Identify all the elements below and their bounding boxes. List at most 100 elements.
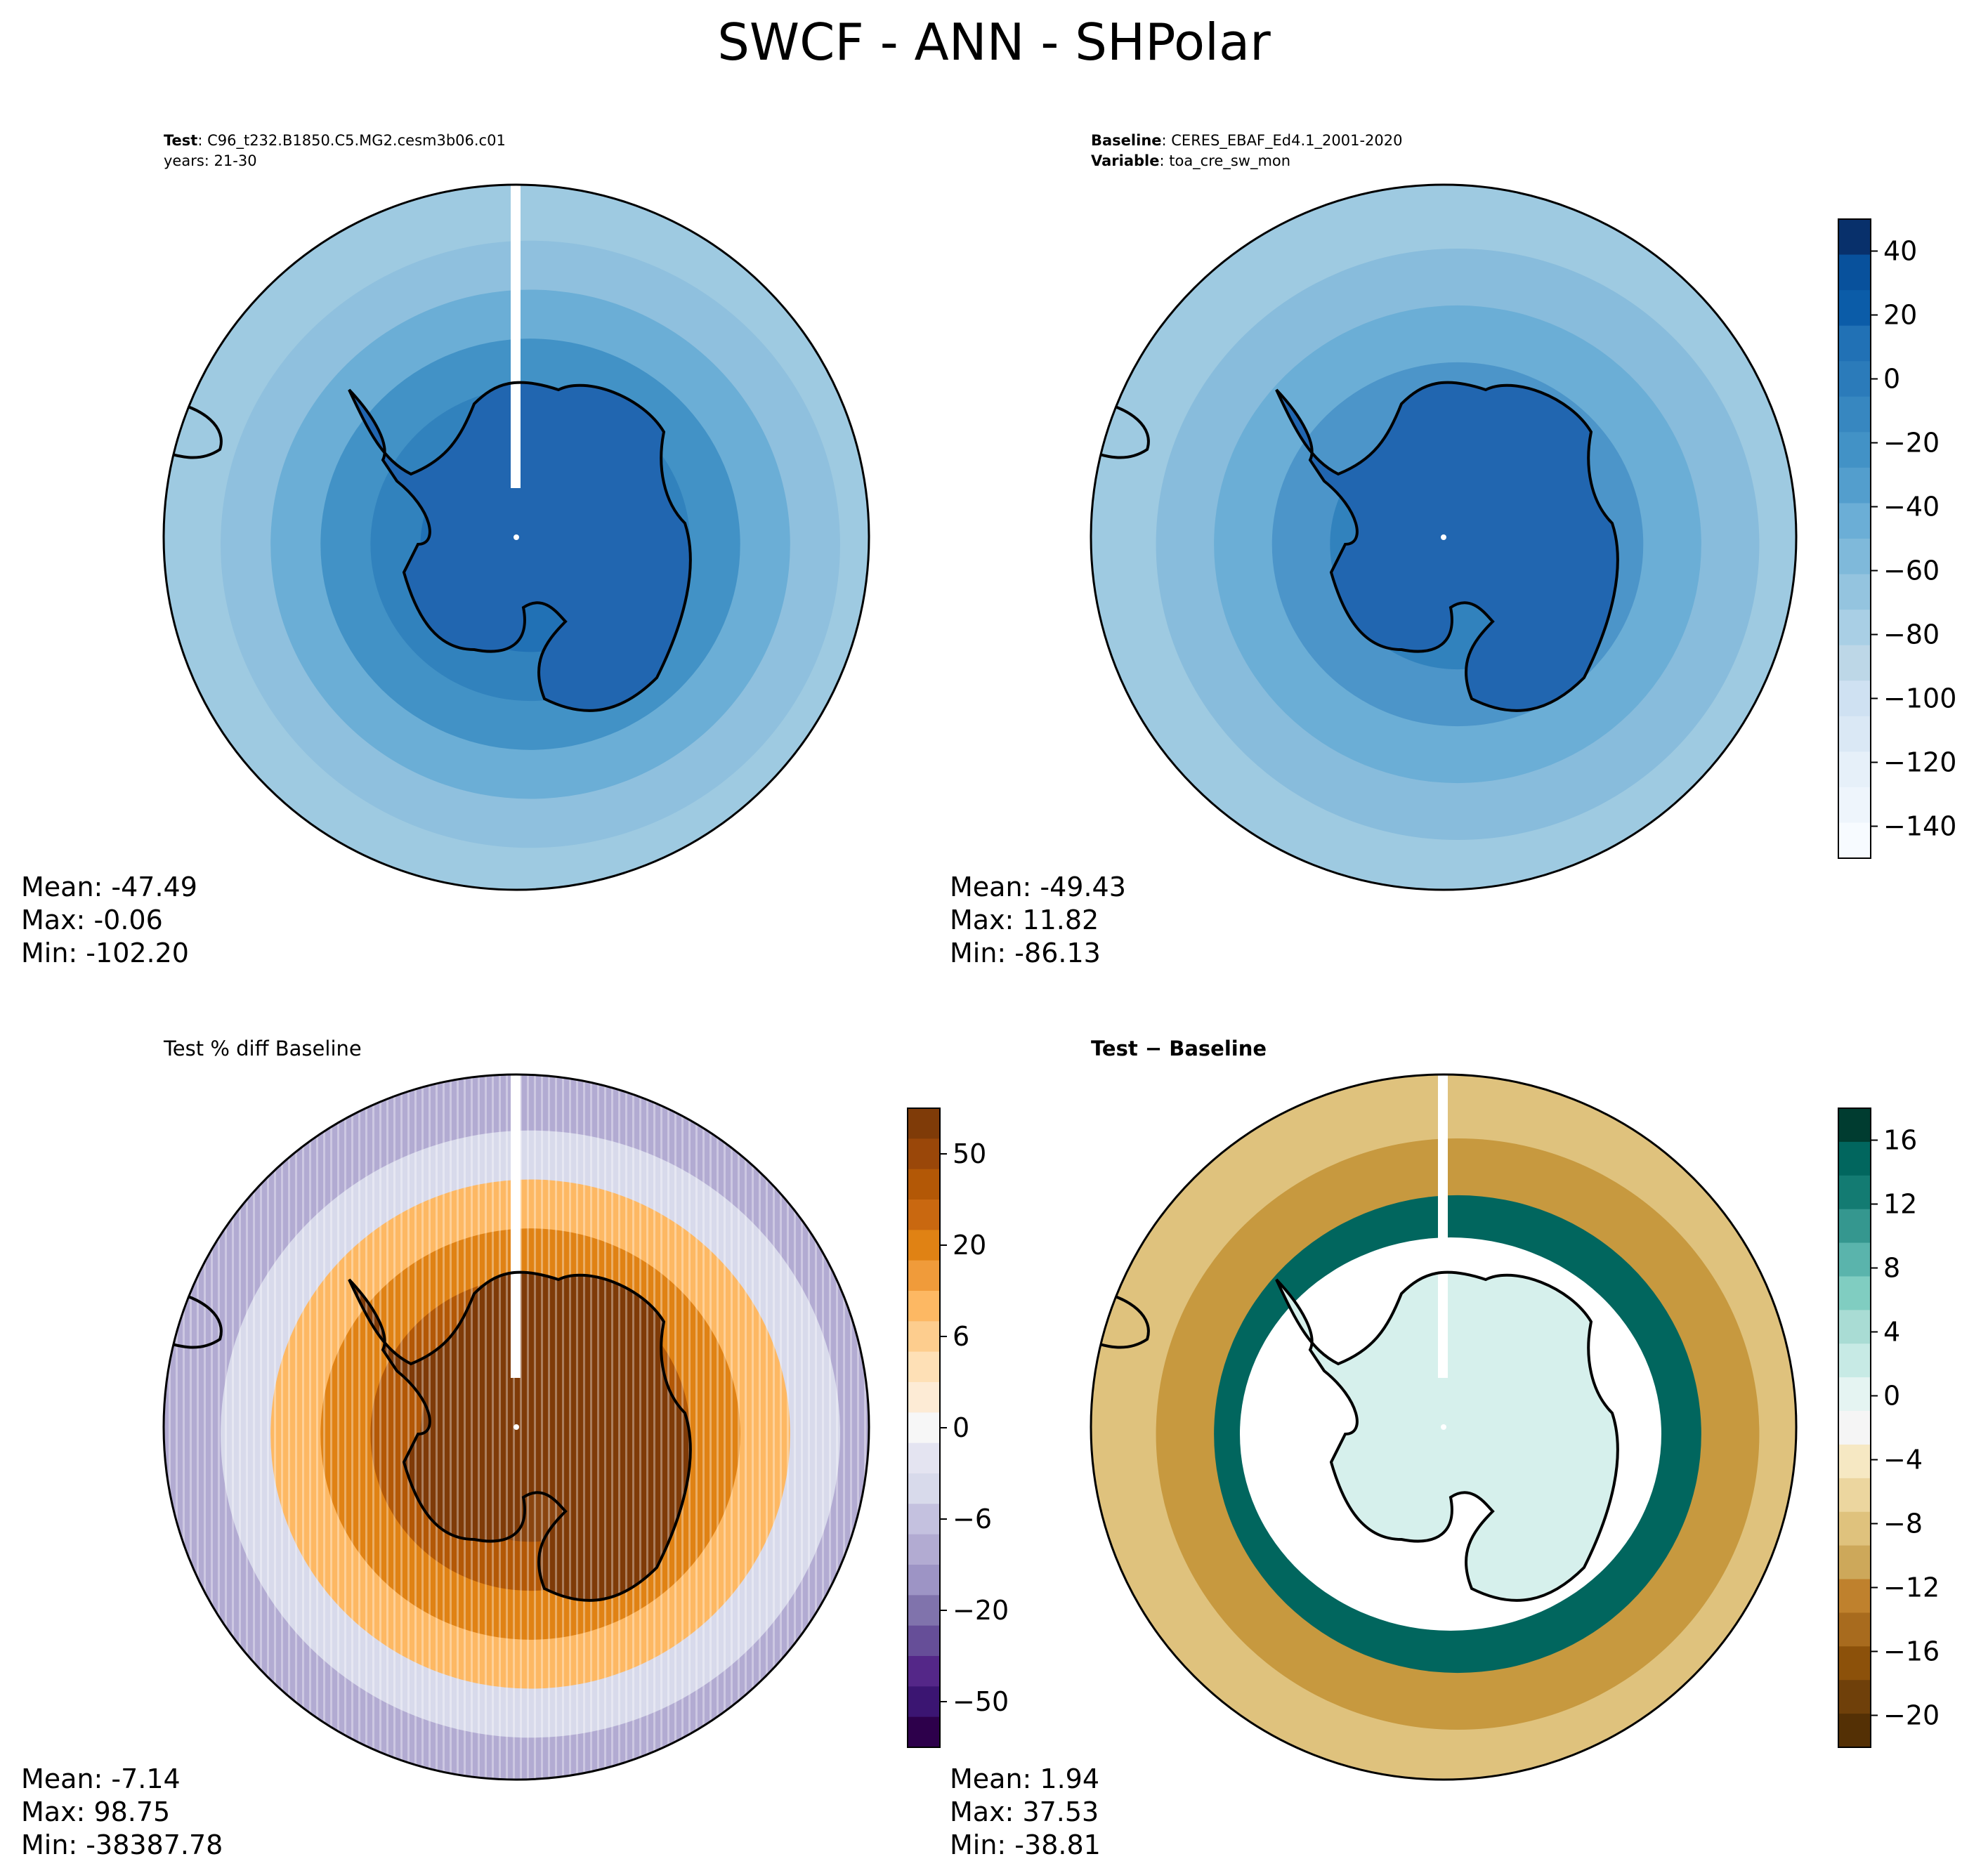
diff-colorbar-tick-label: 16 xyxy=(1883,1125,1917,1156)
pctdiff-colorbar-tick-label: 50 xyxy=(953,1138,986,1169)
baseline-map-outline xyxy=(1090,183,1798,891)
pctdiff-colorbar-segment xyxy=(908,1412,940,1444)
pctdiff-colorbar-tick-label: 20 xyxy=(953,1230,986,1261)
diff-mean: Mean: 1.94 xyxy=(950,1763,1100,1794)
swcf-colorbar-tick-label: −20 xyxy=(1883,428,1940,459)
diff-colorbar-segment xyxy=(1838,1579,1871,1613)
test-subtitle: Test: C96_t232.B1850.C5.MG2.cesm3b06.c01… xyxy=(164,131,506,171)
pctdiff-colorbar-segment xyxy=(908,1625,940,1657)
baseline-label-bold: Baseline xyxy=(1091,132,1162,149)
swcf-colorbar-segment xyxy=(1838,787,1871,823)
baseline-variable-text: : toa_cre_sw_mon xyxy=(1159,152,1291,169)
test-mean: Mean: -47.49 xyxy=(21,872,197,902)
pctdiff-colorbar-segment xyxy=(908,1230,940,1261)
diff-colorbar-segment xyxy=(1838,1108,1871,1143)
pctdiff-map xyxy=(164,1074,869,1780)
pctdiff-colorbar-segment xyxy=(908,1351,940,1383)
test-map-missing-strip xyxy=(511,185,521,488)
pctdiff-mean: Mean: -7.14 xyxy=(21,1763,181,1794)
baseline-stats: Mean: -49.43 Max: 11.82 Min: -86.13 xyxy=(950,871,1126,970)
test-years: years: 21-30 xyxy=(164,152,257,169)
baseline-min: Min: -86.13 xyxy=(950,938,1101,968)
swcf-colorbar-tick-label: 40 xyxy=(1883,236,1917,267)
pctdiff-colorbar: 50 20 6 0 −6 −20 −50 xyxy=(907,1108,1009,1748)
swcf-colorbar-tick-label: −60 xyxy=(1883,556,1940,586)
diff-colorbar: 16 12 8 4 0 −4 −8 −12 −16 −20 xyxy=(1838,1108,1940,1748)
diff-colorbar-frame xyxy=(1838,1108,1871,1748)
swcf-colorbar-frame xyxy=(1838,218,1871,859)
figure-title: SWCF - ANN - SHPolar xyxy=(717,13,1271,72)
diff-colorbar-segment xyxy=(1838,1276,1871,1310)
diff-colorbar-segment xyxy=(1838,1545,1871,1580)
diff-map-missing-strip xyxy=(1438,1074,1448,1378)
pctdiff-colorbar-segment xyxy=(908,1595,940,1626)
swcf-colorbar-segment xyxy=(1838,751,1871,788)
swcf-colorbar-tick-label: −120 xyxy=(1883,747,1956,778)
pctdiff-colorbar-segment xyxy=(908,1686,940,1718)
baseline-max: Max: 11.82 xyxy=(950,905,1099,935)
pctdiff-colorbar-segment xyxy=(908,1200,940,1230)
diff-colorbar-tick-label: 8 xyxy=(1883,1253,1900,1284)
diff-title: Test − Baseline xyxy=(1091,1037,1267,1060)
diff-colorbar-segment xyxy=(1838,1175,1871,1210)
diff-colorbar-segment xyxy=(1838,1612,1871,1647)
diff-colorbar-segment xyxy=(1838,1411,1871,1445)
pctdiff-colorbar-segment xyxy=(908,1291,940,1322)
diff-colorbar-segment xyxy=(1838,1478,1871,1513)
diff-stats: Mean: 1.94 Max: 37.53 Min: -38.81 xyxy=(950,1763,1101,1862)
pctdiff-colorbar-segment xyxy=(908,1138,940,1170)
swcf-colorbar-segment xyxy=(1838,396,1871,433)
pctdiff-title: Test % diff Baseline xyxy=(164,1037,362,1060)
diff-colorbar-segment xyxy=(1838,1680,1871,1714)
pctdiff-colorbar-tick-label: −50 xyxy=(953,1686,1009,1717)
test-map xyxy=(164,185,869,890)
diff-colorbar-tick-label: −4 xyxy=(1883,1445,1923,1476)
pctdiff-colorbar-segment xyxy=(908,1260,940,1292)
pctdiff-colorbar-segment xyxy=(908,1321,940,1353)
pctdiff-colorbar-segment xyxy=(908,1382,940,1413)
swcf-colorbar-segment xyxy=(1838,254,1871,291)
diff-colorbar-segment xyxy=(1838,1511,1871,1546)
swcf-colorbar-segment xyxy=(1838,219,1871,256)
pctdiff-max: Max: 98.75 xyxy=(21,1796,171,1827)
pctdiff-colorbar-segment xyxy=(908,1716,940,1748)
pctdiff-colorbar-tick-label: 6 xyxy=(953,1321,969,1352)
diff-colorbar-segment xyxy=(1838,1209,1871,1244)
swcf-colorbar-segment xyxy=(1838,610,1871,646)
pctdiff-colorbar-segment xyxy=(908,1108,940,1139)
test-map-pole xyxy=(514,534,519,540)
swcf-colorbar-segment xyxy=(1838,822,1871,859)
diff-colorbar-tick-label: −8 xyxy=(1883,1509,1923,1539)
pctdiff-map-missing-strip xyxy=(511,1074,521,1378)
pctdiff-colorbar-tick-label: −6 xyxy=(953,1504,992,1534)
pctdiff-map-pole xyxy=(514,1424,519,1430)
swcf-colorbar-segment xyxy=(1838,681,1871,717)
pctdiff-colorbar-tick-label: 0 xyxy=(953,1412,969,1443)
swcf-colorbar-tick-label: −140 xyxy=(1883,811,1956,842)
swcf-colorbar-segment xyxy=(1838,539,1871,575)
test-min: Min: -102.20 xyxy=(21,938,189,968)
diff-colorbar-segment xyxy=(1838,1242,1871,1277)
swcf-colorbar-segment xyxy=(1838,716,1871,752)
pctdiff-map-outline xyxy=(162,1073,870,1781)
swcf-colorbar-segment xyxy=(1838,325,1871,362)
swcf-colorbar-segment xyxy=(1838,574,1871,610)
diff-colorbar-tick-label: −20 xyxy=(1883,1700,1940,1731)
swcf-colorbar-segment xyxy=(1838,645,1871,681)
baseline-label-text: : CERES_EBAF_Ed4.1_2001-2020 xyxy=(1161,132,1403,149)
pctdiff-colorbar-segment xyxy=(908,1534,940,1565)
pctdiff-colorbar-segment xyxy=(908,1656,940,1687)
swcf-colorbar-segment xyxy=(1838,467,1871,504)
pctdiff-colorbar-segment xyxy=(908,1473,940,1504)
test-label-bold: Test xyxy=(164,132,198,149)
test-map-outline xyxy=(162,183,870,891)
diff-colorbar-tick-label: −12 xyxy=(1883,1572,1940,1603)
diff-colorbar-segment xyxy=(1838,1141,1871,1176)
diff-colorbar-tick-label: 0 xyxy=(1883,1381,1900,1412)
diff-colorbar-segment xyxy=(1838,1444,1871,1479)
pctdiff-colorbar-tick-label: −20 xyxy=(953,1595,1009,1626)
diff-map-pole xyxy=(1441,1424,1446,1430)
diff-max: Max: 37.53 xyxy=(950,1796,1099,1827)
swcf-colorbar-segment xyxy=(1838,503,1871,539)
